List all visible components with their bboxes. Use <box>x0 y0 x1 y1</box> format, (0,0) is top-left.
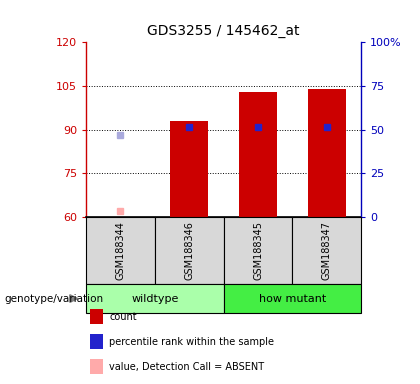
Bar <box>86 217 155 284</box>
Text: GSM188344: GSM188344 <box>116 221 126 280</box>
Bar <box>224 217 292 284</box>
Text: percentile rank within the sample: percentile rank within the sample <box>109 337 274 347</box>
Text: genotype/variation: genotype/variation <box>4 293 103 304</box>
Bar <box>224 284 361 313</box>
Text: GSM188347: GSM188347 <box>322 221 332 280</box>
Text: GSM188346: GSM188346 <box>184 221 194 280</box>
Bar <box>155 217 224 284</box>
Bar <box>292 217 361 284</box>
Text: count: count <box>109 312 137 322</box>
Bar <box>239 92 277 217</box>
Bar <box>308 89 346 217</box>
Text: wildtype: wildtype <box>131 293 178 304</box>
Title: GDS3255 / 145462_at: GDS3255 / 145462_at <box>147 25 300 38</box>
Text: how mutant: how mutant <box>259 293 326 304</box>
Bar <box>86 284 224 313</box>
Text: GSM188345: GSM188345 <box>253 221 263 280</box>
Text: value, Detection Call = ABSENT: value, Detection Call = ABSENT <box>109 362 264 372</box>
Bar <box>171 121 208 217</box>
